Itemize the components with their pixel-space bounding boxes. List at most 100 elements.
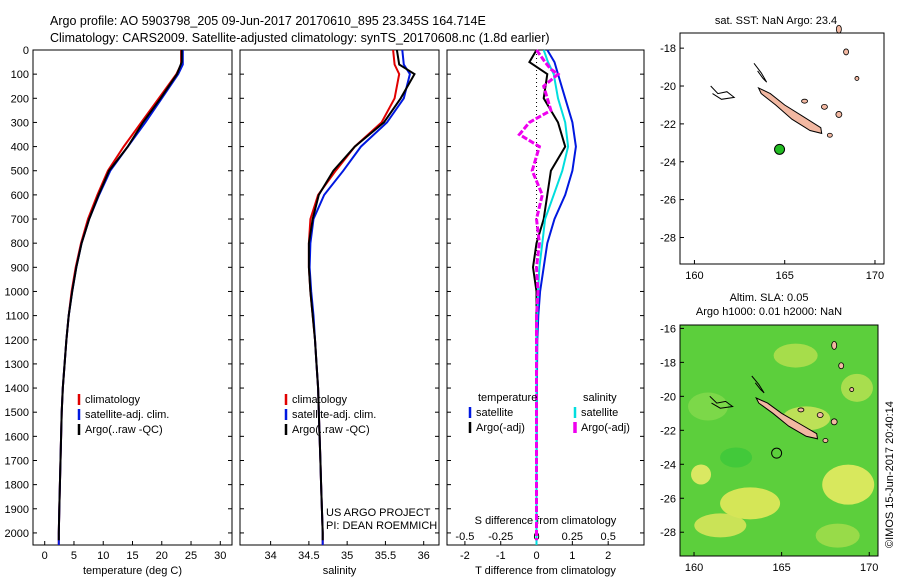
y-tick-label: 1000 (5, 286, 29, 298)
plot-frame (32, 49, 233, 546)
legend-label: Argo(..raw -QC) (85, 424, 163, 436)
x-tick-label: 160 (685, 270, 703, 282)
legend-label: Argo(-adj) (476, 422, 525, 434)
sla-patch (815, 523, 860, 548)
series-line-argo-adj- (517, 49, 561, 541)
x-tick-label: 1 (569, 550, 575, 562)
x-tick-label: 34 (264, 550, 276, 562)
legend-label: climatology (292, 394, 348, 406)
map-frame (679, 32, 885, 265)
y-tick-label: -18 (660, 43, 676, 55)
x-tick-label: 170 (866, 270, 884, 282)
sla-patch (840, 373, 873, 402)
x2-tick-label: -0.5 (455, 531, 474, 543)
x-tick-label: 34.5 (298, 550, 319, 562)
small-island (822, 438, 829, 443)
y-tick-label: 1600 (5, 431, 29, 443)
sla-patch (694, 513, 747, 538)
y-tick-label: 700 (11, 214, 29, 226)
y-tick-label: 300 (11, 117, 29, 129)
x-tick-label: 20 (156, 550, 168, 562)
map-title: sat. SST: NaN Argo: 23.4 (715, 15, 837, 27)
small-island (849, 387, 855, 392)
x-tick-label: 5 (71, 550, 77, 562)
small-island (826, 132, 833, 138)
y-tick-label: 1900 (5, 504, 29, 516)
x-axis-label: T difference from climatology (475, 565, 616, 577)
reef-contour (753, 62, 768, 83)
y-tick-label: -26 (660, 195, 676, 207)
legend-label: satellite (476, 407, 513, 419)
y-tick-label: 1500 (5, 407, 29, 419)
salinity-panel: 34 34.5 35 35.5 36 salinity climatology satelli… (239, 49, 440, 577)
y-tick-label: -22 (660, 119, 676, 131)
x-tick-label: 15 (126, 550, 138, 562)
sla-patch (822, 464, 875, 505)
x-axis-label: salinity (323, 565, 357, 577)
legend-label: Argo(-adj) (581, 422, 630, 434)
reef-contour (751, 375, 765, 394)
y-tick-label: -20 (660, 81, 676, 93)
sla-patch (688, 392, 729, 421)
y-tick-label: 800 (11, 238, 29, 250)
x-tick-label: 10 (97, 550, 109, 562)
x2-tick-label: -0.25 (488, 531, 513, 543)
series-line-argo-raw-qc- (57, 50, 183, 541)
map-frame (679, 324, 879, 557)
y-tick-label: -16 (660, 323, 676, 335)
sla-map-panel: 160 165 170 -16 -18 -20 -22 -24 -26 -28 Altim. SLA… (660, 292, 879, 574)
y-tick-label: 0 (23, 45, 29, 57)
series-line-argo-raw-qc- (307, 49, 416, 541)
x2-axis-label: S difference from climatology (475, 515, 617, 527)
sla-patch (720, 487, 781, 520)
y-tick-label: -28 (660, 527, 676, 539)
y-tick-label: -28 (660, 232, 676, 244)
small-island (854, 76, 860, 81)
legend-label: satellite (581, 407, 618, 419)
y-tick-label: 1100 (5, 311, 29, 323)
y-tick-label: 900 (11, 262, 29, 274)
y-tick-label: 200 (11, 93, 29, 105)
y-tick-label: -22 (660, 425, 676, 437)
sst-map-panel: 160 165 170 -18 -20 -22 -24 -26 -28 sat. SST: NaN… (660, 15, 885, 282)
map-title: Altim. SLA: 0.05 (730, 292, 809, 304)
x-tick-label: 0 (42, 550, 48, 562)
header-line-1: Argo profile: AO 5903798_205 09-Jun-2017… (50, 14, 486, 28)
project-annotation: PI: DEAN ROEMMICH (326, 520, 437, 532)
header-line-2: Climatology: CARS2009. Satellite-adjuste… (50, 31, 550, 45)
sla-patch (773, 343, 818, 368)
x2-tick-label: 0.25 (562, 531, 583, 543)
plot-frame (239, 49, 440, 546)
x-axis-label: temperature (deg C) (83, 565, 182, 577)
reef-contour (710, 85, 736, 100)
x-tick-label: 35 (341, 550, 353, 562)
difference-panel: -2 -1 0 1 2 T difference from climatology -0.5… (446, 49, 645, 577)
x2-tick-label: 0.5 (601, 531, 616, 543)
legend-label: temperature (478, 392, 537, 404)
legend-label: salinity (583, 392, 617, 404)
x-tick-label: -2 (460, 550, 470, 562)
y-tick-label: 1300 (5, 359, 29, 371)
x-tick-label: 165 (772, 562, 790, 574)
small-island (835, 111, 843, 118)
small-island (843, 48, 849, 56)
x-tick-label: 36 (418, 550, 430, 562)
small-island (821, 103, 828, 110)
reef-contour (709, 395, 734, 409)
small-island (830, 418, 838, 426)
y-tick-label: 400 (11, 142, 29, 154)
y-tick-label: 100 (11, 69, 29, 81)
y-tick-label: 1800 (5, 480, 29, 492)
y-tick-label: -18 (660, 357, 676, 369)
argo-float-marker (774, 143, 786, 155)
map-subtitle: Argo h1000: 0.01 h2000: NaN (696, 306, 842, 318)
y-tick-label: 2000 (5, 528, 29, 540)
x-tick-label: 160 (685, 562, 703, 574)
small-island (838, 362, 845, 370)
y-tick-label: -24 (660, 459, 676, 471)
imos-caption: ©IMOS 15-Jun-2017 20:40:14 (884, 401, 896, 548)
legend-label: climatology (85, 394, 141, 406)
plot-frame (446, 49, 645, 546)
y-tick-label: -20 (660, 391, 676, 403)
small-island (831, 340, 838, 350)
